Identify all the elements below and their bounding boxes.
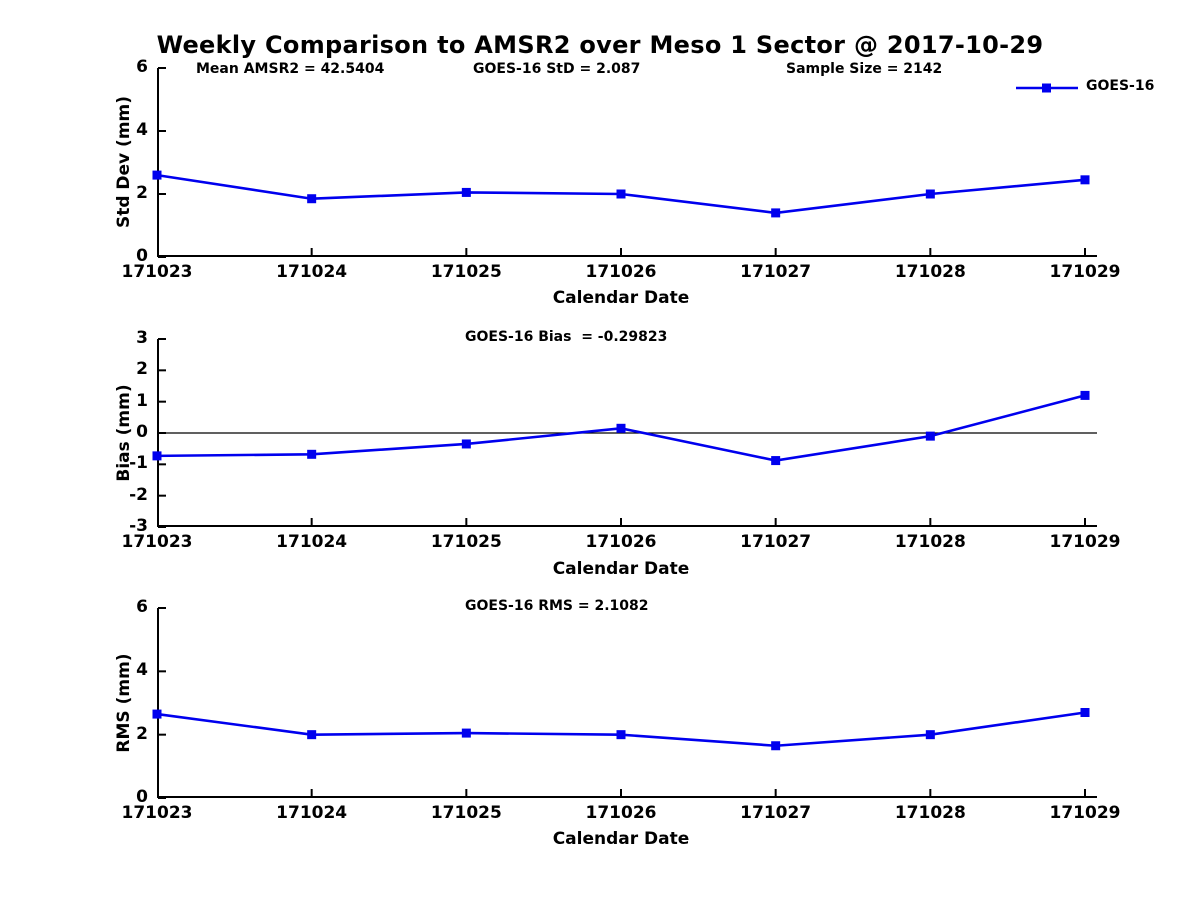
x-tick-label: 171026 bbox=[585, 803, 657, 823]
x-tick-label: 171029 bbox=[1049, 803, 1121, 823]
y-tick-label: 0 bbox=[136, 422, 148, 442]
y-tick-label: 1 bbox=[136, 390, 148, 411]
y-tick-label: 0 bbox=[136, 246, 148, 266]
x-tick-label: 171024 bbox=[276, 803, 348, 823]
annotation-mean-amsr2: Mean AMSR2 = 42.5404 bbox=[196, 61, 385, 77]
y-tick-label: 6 bbox=[136, 597, 148, 617]
x-tick-label: 171023 bbox=[121, 262, 193, 282]
x-tick-label: 171026 bbox=[585, 262, 657, 282]
y-tick-label: 2 bbox=[136, 183, 148, 203]
x-tick-label: 171025 bbox=[430, 532, 502, 552]
y-tick-label: 0 bbox=[136, 787, 148, 807]
x-tick-label: 171029 bbox=[1049, 262, 1121, 282]
y-tick-label: 4 bbox=[136, 120, 148, 140]
y-tick-label: -2 bbox=[129, 484, 148, 505]
x-axis-label-calendar-date: Calendar Date bbox=[552, 288, 690, 308]
x-tick-label: 171025 bbox=[430, 803, 502, 823]
y-tick-label: 2 bbox=[136, 359, 148, 380]
annotation-goes16-std: GOES-16 StD = 2.087 bbox=[473, 61, 641, 77]
x-tick-label: 171026 bbox=[585, 532, 657, 552]
annotation-sample-size: Sample Size = 2142 bbox=[786, 61, 943, 77]
subplot-title-rms: GOES-16 RMS = 2.1082 bbox=[465, 598, 649, 614]
y-axis-label-std-dev: Std Dev (mm) bbox=[114, 95, 134, 229]
x-tick-label: 171025 bbox=[430, 262, 502, 282]
x-tick-label: 171024 bbox=[276, 532, 348, 552]
legend-line-marker-icon bbox=[1016, 83, 1078, 93]
x-tick-label: 171028 bbox=[894, 803, 966, 823]
subplot-title-bias: GOES-16 Bias = -0.29823 bbox=[465, 329, 668, 345]
x-tick-label: 171029 bbox=[1049, 532, 1121, 552]
y-tick-label: 2 bbox=[136, 723, 148, 744]
y-tick-label: 6 bbox=[136, 57, 148, 77]
x-axis-label-calendar-date: Calendar Date bbox=[552, 829, 690, 849]
y-tick-label: 3 bbox=[136, 328, 148, 348]
x-tick-label: 171028 bbox=[894, 532, 966, 552]
x-tick-label: 171027 bbox=[740, 262, 812, 282]
plot-svg-1 bbox=[152, 338, 1097, 528]
x-tick-label: 171023 bbox=[121, 532, 193, 552]
x-tick-label: 171027 bbox=[740, 803, 812, 823]
legend-label: GOES-16 bbox=[1086, 78, 1155, 94]
x-tick-label: 171024 bbox=[276, 262, 348, 282]
x-tick-label: 171028 bbox=[894, 262, 966, 282]
plot-svg-0 bbox=[152, 67, 1097, 258]
y-tick-label: -1 bbox=[129, 453, 148, 474]
figure-title: Weekly Comparison to AMSR2 over Meso 1 S… bbox=[156, 31, 1044, 59]
x-tick-label: 171027 bbox=[740, 532, 812, 552]
y-tick-label: -3 bbox=[129, 516, 148, 536]
y-tick-label: 4 bbox=[136, 660, 148, 681]
plot-svg-2 bbox=[152, 607, 1097, 799]
x-tick-label: 171023 bbox=[121, 803, 193, 823]
legend: GOES-16 bbox=[1016, 78, 1186, 98]
x-axis-label-calendar-date: Calendar Date bbox=[552, 559, 690, 579]
